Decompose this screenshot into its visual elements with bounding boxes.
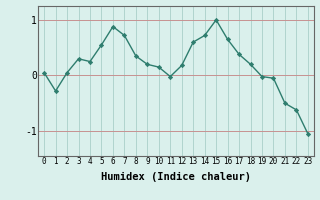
X-axis label: Humidex (Indice chaleur): Humidex (Indice chaleur) xyxy=(101,172,251,182)
